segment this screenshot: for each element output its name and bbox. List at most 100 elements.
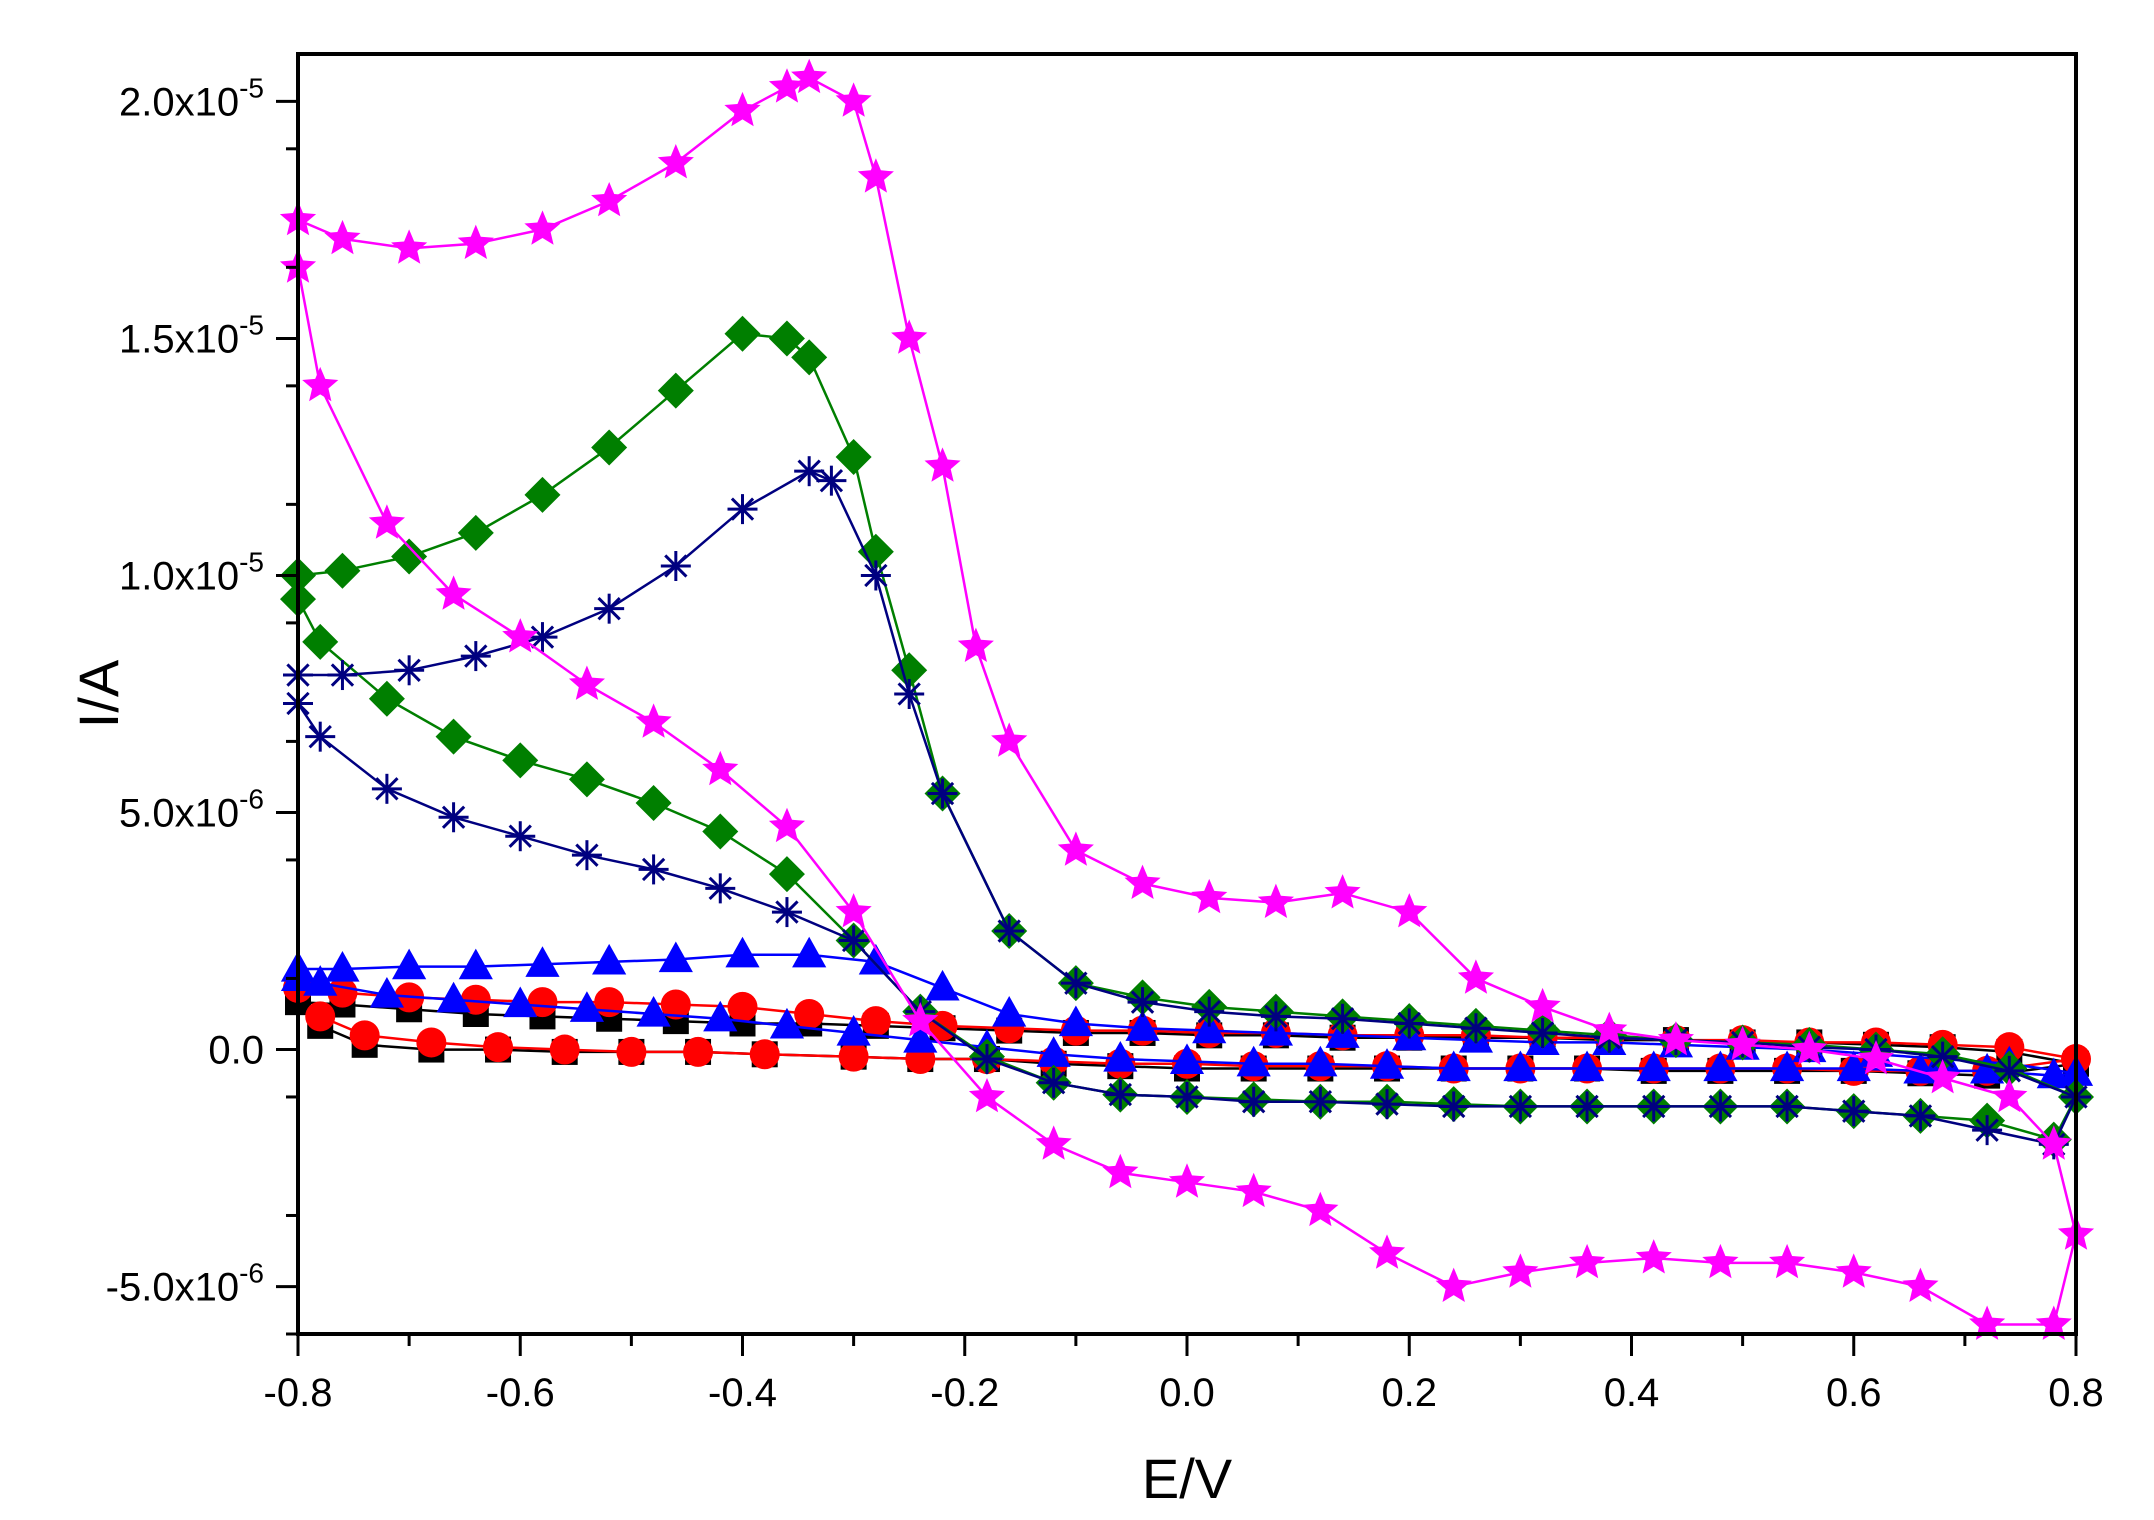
data-point: [1435, 1267, 1472, 1302]
data-point: [894, 679, 925, 709]
data-point: [957, 627, 994, 662]
y-tick-exponent: -5: [239, 309, 264, 340]
data-point: [368, 504, 405, 539]
data-point: [1505, 1091, 1536, 1122]
data-point: [327, 660, 358, 691]
data-point: [971, 1044, 1002, 1075]
data-point: [1057, 831, 1094, 866]
data-point: [368, 680, 405, 717]
data-point: [1524, 987, 1561, 1023]
data-point: [903, 1022, 938, 1053]
data-point: [835, 438, 872, 475]
x-tick-label: -0.8: [264, 1371, 333, 1415]
data-point: [702, 750, 739, 786]
data-point: [657, 144, 694, 179]
data-point: [591, 182, 628, 217]
y-tick-label: 2.0x10-5: [119, 72, 264, 124]
data-point: [1369, 1048, 1405, 1079]
data-point: [838, 1041, 869, 1072]
data-point: [791, 58, 828, 94]
data-point: [769, 1007, 805, 1039]
data-point: [1172, 1081, 1202, 1112]
data-point: [768, 320, 805, 357]
data-point: [1235, 1172, 1272, 1208]
data-point: [525, 946, 560, 977]
data-point: [1527, 1017, 1558, 1048]
data-point: [1924, 1059, 1961, 1094]
data-point: [835, 82, 872, 117]
data-point: [568, 761, 605, 798]
data-point: [705, 873, 736, 904]
data-point: [857, 533, 894, 570]
data-point: [527, 622, 558, 653]
series-navy-asterisks: [283, 456, 2091, 1160]
data-point: [2036, 1057, 2071, 1089]
data-point: [524, 476, 561, 513]
data-point: [1905, 1100, 1936, 1131]
data-point: [1791, 1030, 1828, 1065]
data-point: [1035, 1125, 1072, 1160]
y-tick-exponent: -6: [239, 1258, 264, 1289]
data-point: [658, 941, 693, 973]
data-point: [460, 984, 491, 1015]
series-line: [296, 469, 2078, 1146]
data-point: [568, 665, 605, 700]
data-point: [1058, 1005, 1093, 1037]
data-point: [991, 722, 1028, 757]
data-point: [1038, 1067, 1069, 1098]
data-point: [1260, 1001, 1291, 1032]
data-point: [768, 856, 805, 893]
data-point: [927, 778, 958, 809]
data-point: [392, 948, 427, 980]
data-point: [791, 339, 828, 376]
data-point: [438, 802, 469, 833]
data-point: [635, 703, 672, 738]
x-tick-label: 0.6: [1826, 1371, 1882, 1415]
data-point: [324, 219, 361, 255]
data-point: [727, 494, 758, 525]
data-point: [571, 840, 602, 871]
data-point: [369, 977, 404, 1008]
y-tick-exponent: -5: [239, 72, 264, 103]
data-point: [1105, 1079, 1136, 1110]
data-point: [1503, 1050, 1538, 1082]
data-point: [1902, 1267, 1939, 1302]
data-point: [1391, 893, 1428, 928]
data-point: [816, 465, 847, 496]
data-point: [1194, 996, 1225, 1027]
data-point: [435, 718, 472, 755]
data-point: [1724, 1025, 1761, 1061]
data-point: [458, 948, 493, 980]
data-point: [524, 210, 561, 245]
data-point: [727, 991, 758, 1022]
data-point: [1636, 1050, 1671, 1082]
data-point: [1569, 1243, 1606, 1279]
data-point: [483, 1032, 514, 1063]
data-point: [1438, 1091, 1469, 1122]
x-axis-title: E/V: [1142, 1447, 1233, 1510]
data-point: [1102, 1153, 1139, 1189]
data-point: [549, 1034, 580, 1065]
data-point: [703, 1000, 738, 1032]
data-point: [636, 996, 671, 1027]
data-point: [1502, 1253, 1539, 1288]
data-point: [725, 936, 760, 968]
data-point: [2035, 1125, 2072, 1160]
data-point: [724, 315, 761, 352]
data-point: [592, 943, 627, 975]
data-point: [660, 989, 691, 1020]
data-point: [794, 999, 825, 1029]
data-point: [794, 456, 825, 487]
data-point: [569, 991, 605, 1022]
data-point: [416, 1027, 447, 1058]
data-point: [436, 981, 471, 1013]
data-point: [594, 593, 625, 624]
data-point: [1169, 1043, 1205, 1075]
plot-frame: [296, 52, 2078, 1336]
data-point: [1835, 1253, 1872, 1288]
x-tick-label: 0.8: [2048, 1371, 2104, 1415]
data-point: [1836, 1050, 1871, 1082]
data-point: [457, 224, 494, 259]
data-point: [1168, 1163, 1206, 1198]
